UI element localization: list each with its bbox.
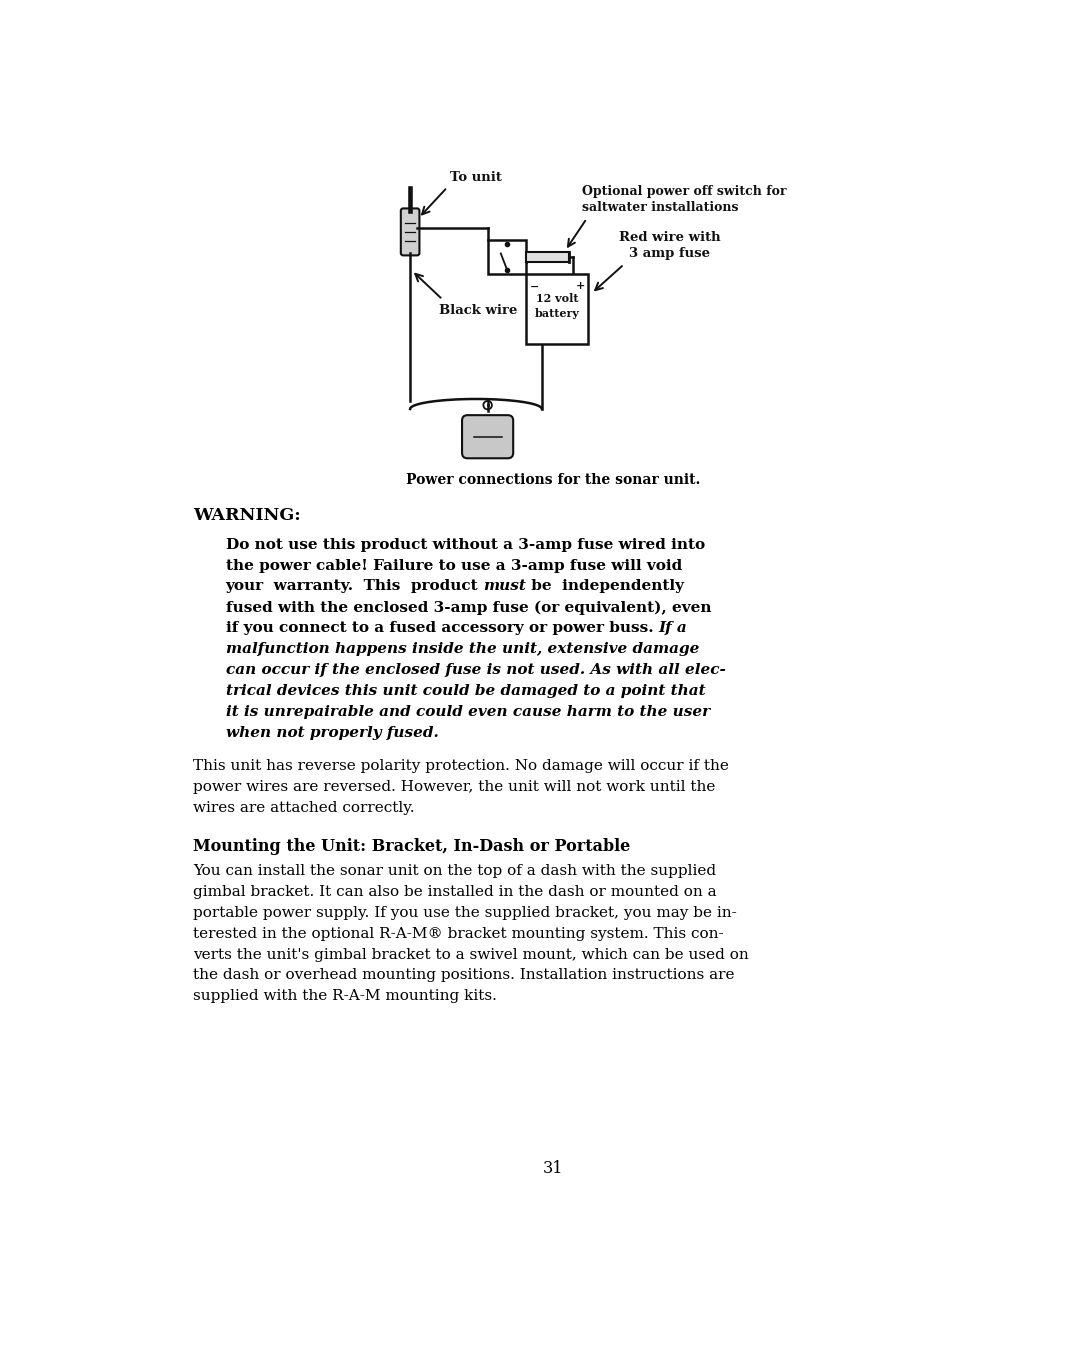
Text: supplied with the R-A-M mounting kits.: supplied with the R-A-M mounting kits.: [193, 989, 497, 1004]
Text: Mounting the Unit: Bracket, In-Dash or Portable: Mounting the Unit: Bracket, In-Dash or P…: [193, 837, 631, 855]
Bar: [526, 274, 589, 344]
Text: terested in the optional R-A-M® bracket mounting system. This con-: terested in the optional R-A-M® bracket …: [193, 927, 724, 940]
Text: If a: If a: [659, 622, 687, 635]
Text: WARNING:: WARNING:: [193, 507, 301, 524]
Text: To unit: To unit: [450, 171, 502, 184]
Text: 12 volt
battery: 12 volt battery: [535, 293, 580, 318]
FancyBboxPatch shape: [462, 415, 513, 458]
Text: if you connect to a fused accessory or power buss.: if you connect to a fused accessory or p…: [226, 622, 659, 635]
Text: −: −: [529, 280, 539, 291]
Text: the dash or overhead mounting positions. Installation instructions are: the dash or overhead mounting positions.…: [193, 969, 734, 982]
Text: wires are attached correctly.: wires are attached correctly.: [193, 801, 415, 816]
Text: Power connections for the sonar unit.: Power connections for the sonar unit.: [406, 473, 701, 486]
Text: Red wire with
3 amp fuse: Red wire with 3 amp fuse: [619, 230, 720, 260]
Text: Optional power off switch for
saltwater installations: Optional power off switch for saltwater …: [582, 184, 786, 214]
Bar: [488, 240, 526, 274]
Text: power wires are reversed. However, the unit will not work until the: power wires are reversed. However, the u…: [193, 780, 715, 794]
FancyBboxPatch shape: [401, 209, 419, 255]
Text: trical devices this unit could be damaged to a point that: trical devices this unit could be damage…: [226, 684, 705, 698]
Text: can occur if the enclosed fuse is not used. As with all elec-: can occur if the enclosed fuse is not us…: [226, 663, 726, 678]
Bar: [526, 252, 569, 262]
Text: the power cable! Failure to use a 3-amp fuse will void: the power cable! Failure to use a 3-amp …: [226, 558, 681, 573]
Text: 31: 31: [543, 1160, 564, 1176]
Text: your  warranty.  This  product: your warranty. This product: [226, 580, 484, 593]
Text: +: +: [576, 280, 585, 291]
Text: when not properly fused.: when not properly fused.: [226, 726, 438, 740]
Text: verts the unit's gimbal bracket to a swivel mount, which can be used on: verts the unit's gimbal bracket to a swi…: [193, 947, 748, 962]
Text: malfunction happens inside the unit, extensive damage: malfunction happens inside the unit, ext…: [226, 642, 699, 656]
Text: You can install the sonar unit on the top of a dash with the supplied: You can install the sonar unit on the to…: [193, 863, 716, 878]
Text: This unit has reverse polarity protection. No damage will occur if the: This unit has reverse polarity protectio…: [193, 759, 729, 774]
Text: it is unrepairable and could even cause harm to the user: it is unrepairable and could even cause …: [226, 705, 710, 720]
Text: must: must: [484, 580, 526, 593]
Text: portable power supply. If you use the supplied bracket, you may be in-: portable power supply. If you use the su…: [193, 905, 737, 920]
Text: Do not use this product without a 3-amp fuse wired into: Do not use this product without a 3-amp …: [226, 538, 705, 551]
Text: Black wire: Black wire: [438, 305, 517, 317]
Text: gimbal bracket. It can also be installed in the dash or mounted on a: gimbal bracket. It can also be installed…: [193, 885, 717, 898]
Text: be  independently: be independently: [526, 580, 685, 593]
Text: fused with the enclosed 3-amp fuse (or equivalent), even: fused with the enclosed 3-amp fuse (or e…: [226, 600, 711, 615]
